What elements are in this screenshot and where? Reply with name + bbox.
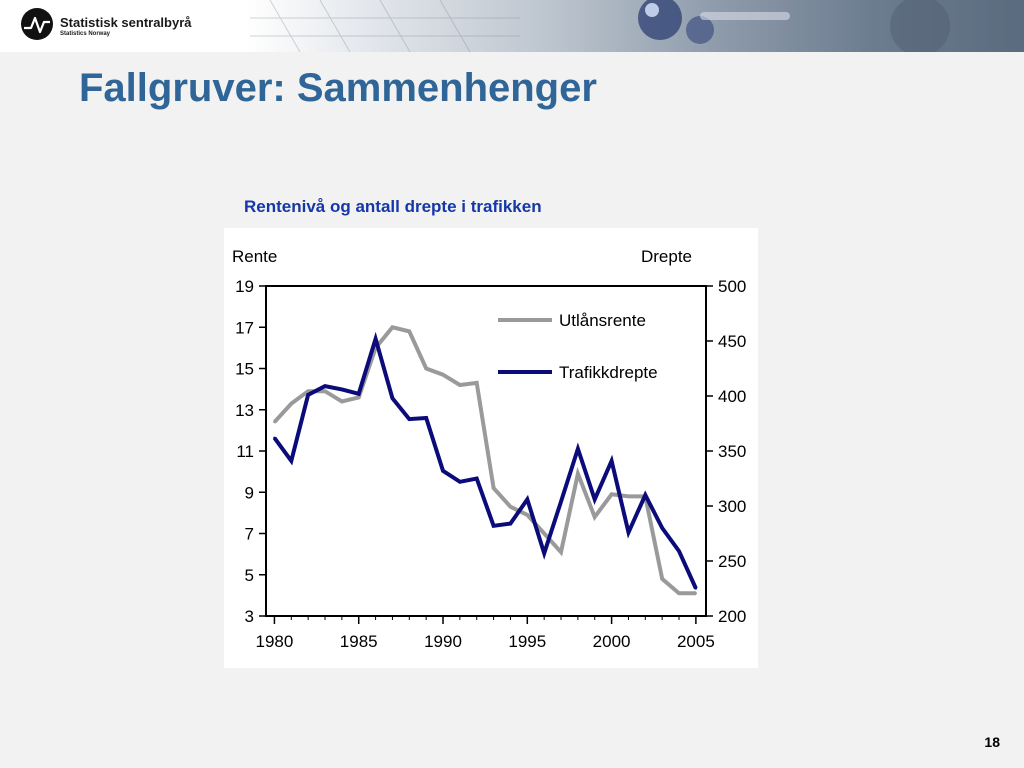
data-point <box>542 552 546 555</box>
data-point <box>492 486 495 490</box>
legend-label: Trafikkdrepte <box>559 363 658 382</box>
header-banner: Statistisk sentralbyrå Statistics Norway <box>0 0 1024 52</box>
data-point <box>526 498 529 501</box>
data-point <box>644 493 647 497</box>
data-point <box>660 526 664 530</box>
data-point <box>475 381 478 385</box>
data-point <box>391 326 394 329</box>
series-line-trafikkdrepte <box>272 331 698 590</box>
y-left-tick-label: 5 <box>245 566 254 585</box>
ssb-logo-icon <box>21 8 53 40</box>
data-point <box>627 495 630 498</box>
data-point <box>677 549 681 553</box>
y-left-tick-label: 13 <box>235 401 254 420</box>
y-left-tick-label: 9 <box>245 483 254 502</box>
page-number: 18 <box>984 734 1000 750</box>
y-right-tick-label: 200 <box>718 607 746 626</box>
data-point <box>408 417 411 421</box>
data-point <box>306 393 310 397</box>
data-point <box>559 500 563 503</box>
data-point <box>677 592 681 595</box>
data-point <box>408 330 411 333</box>
data-point <box>458 383 462 387</box>
data-point <box>391 397 394 400</box>
y-right-axis-label: Drepte <box>641 247 692 266</box>
data-point <box>374 337 377 340</box>
x-tick-label: 1995 <box>508 632 546 651</box>
data-point <box>660 577 664 581</box>
y-right-tick-label: 350 <box>718 442 746 461</box>
x-tick-label: 2005 <box>677 632 715 651</box>
x-tick-label: 1980 <box>256 632 294 651</box>
data-point <box>694 587 698 590</box>
data-point <box>424 416 428 420</box>
y-left-tick-label: 17 <box>235 318 254 337</box>
y-left-tick-label: 15 <box>235 360 254 379</box>
data-point <box>357 396 360 399</box>
x-tick-label: 1990 <box>424 632 462 651</box>
logo-subtitle: Statistics Norway <box>60 31 111 37</box>
y-right-tick-label: 300 <box>718 497 746 516</box>
y-left-axis-label: Rente <box>232 247 277 266</box>
y-left-tick-label: 7 <box>245 525 254 544</box>
data-point <box>357 392 360 395</box>
y-left-tick-label: 3 <box>245 607 254 626</box>
y-left-tick-label: 19 <box>235 277 254 296</box>
data-point <box>593 498 596 501</box>
data-point <box>290 402 293 405</box>
y-right-tick-label: 500 <box>718 277 746 296</box>
y-right-tick-label: 400 <box>718 387 746 406</box>
data-point <box>273 436 276 439</box>
data-point <box>441 469 445 472</box>
chart-title: Rentenivå og antall drepte i trafikken <box>244 197 542 216</box>
data-point <box>492 524 495 527</box>
data-point <box>340 400 344 403</box>
data-point <box>509 522 512 525</box>
data-point <box>627 531 630 534</box>
data-point <box>610 459 613 463</box>
data-point <box>559 550 563 554</box>
data-point <box>576 472 580 475</box>
slide-title: Fallgruver: Sammenhenger <box>79 66 597 110</box>
x-tick-label: 2000 <box>593 632 631 651</box>
data-point <box>273 420 276 424</box>
data-point <box>458 480 462 483</box>
data-point <box>593 515 596 519</box>
x-tick-label: 1985 <box>340 632 378 651</box>
data-point <box>694 592 698 595</box>
data-point <box>290 459 293 463</box>
data-point <box>542 532 546 535</box>
line-chart: Rente Drepte 19 17 15 13 11 9 7 5 3 500 450 400 350 3… <box>232 247 746 651</box>
data-point <box>526 513 529 517</box>
data-point <box>576 447 580 450</box>
data-point <box>340 388 344 391</box>
data-point <box>610 493 613 496</box>
y-left-tick-label: 11 <box>236 442 254 461</box>
data-point <box>475 477 478 480</box>
series-line-utlansrente <box>272 325 696 596</box>
data-point <box>441 373 445 376</box>
data-point <box>323 389 327 393</box>
banner-decoration-image <box>250 0 950 52</box>
y-right-tick-label: 250 <box>718 552 746 571</box>
data-point <box>323 384 327 388</box>
y-right-tick-label: 450 <box>718 332 746 351</box>
data-point <box>424 367 428 370</box>
ssb-logo: Statistisk sentralbyrå Statistics Norway <box>20 7 200 47</box>
legend-label: Utlånsrente <box>559 311 646 330</box>
data-point <box>509 505 512 508</box>
logo-name: Statistisk sentralbyrå <box>60 15 192 30</box>
data-point <box>306 389 310 393</box>
chart-panel: Rente Drepte 19 17 15 13 11 9 7 5 3 500 450 400 350 3… <box>224 228 758 668</box>
